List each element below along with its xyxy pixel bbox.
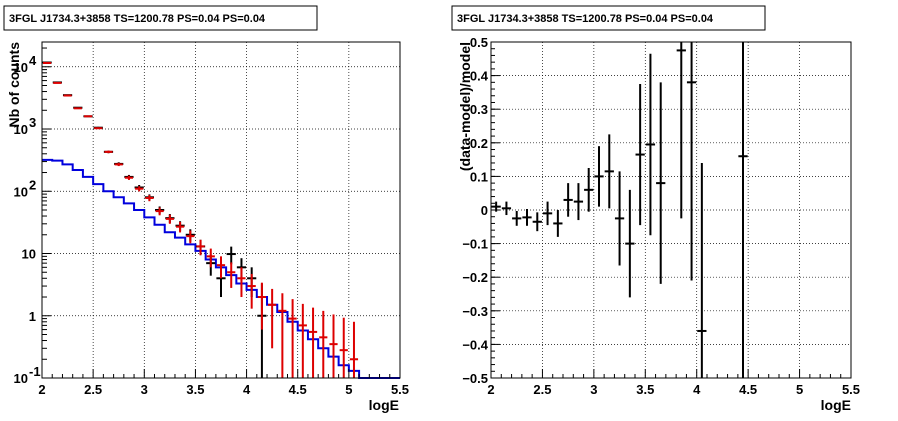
left-title-box	[3, 5, 318, 31]
left-x-tick-label: 3.5	[186, 382, 204, 397]
left-x-tick-label: 5	[345, 382, 352, 397]
right-y-tick-label: 0.2	[470, 136, 488, 151]
residual-panel: 3FGL J1734.3+3858 TS=1200.78 PS=0.04 PS=…	[451, 5, 860, 413]
left-y-tick-exponent: 3	[29, 115, 36, 130]
left-x-tick-label: 2.5	[84, 382, 102, 397]
left-y-tick-label: 10	[22, 247, 36, 262]
right-y-tick-label: −0.3	[462, 304, 488, 319]
right-x-tick-label: 2.5	[533, 382, 551, 397]
left-grid	[42, 42, 400, 378]
left-x-tick-label: 5.5	[391, 382, 409, 397]
counts-panel: 3FGL J1734.3+3858 TS=1200.78 PS=0.04 PS=…	[3, 5, 409, 413]
right-y-tick-label: 0.3	[470, 102, 488, 117]
right-x-tick-label: 4	[693, 382, 701, 397]
right-axis-ticks: 2 2.5 3 3.5 4 4.5 5 5.5 −0.5 −0.4 −0.3 −0.2 −0.1 0 0.1…	[462, 35, 860, 397]
right-y-tick-label: 0.5	[470, 35, 488, 50]
left-chart-title: 3FGL J1734.3+3858 TS=1200.78 PS=0.04 PS=…	[9, 13, 266, 25]
right-x-tick-label: 5.5	[842, 382, 860, 397]
right-y-tick-label: −0.1	[462, 237, 488, 252]
right-x-tick-label: 3.5	[636, 382, 654, 397]
right-x-axis-title: logE	[821, 397, 851, 413]
right-y-tick-label: −0.2	[462, 270, 488, 285]
right-x-tick-label: 4.5	[739, 382, 757, 397]
left-y-tick-exponent: -1	[29, 364, 41, 379]
left-x-tick-label: 4	[243, 382, 251, 397]
left-x-tick-label: 2	[38, 382, 45, 397]
left-x-tick-label: 4.5	[289, 382, 307, 397]
right-x-tick-label: 2	[487, 382, 494, 397]
left-y-tick-exponent: 2	[29, 177, 36, 192]
right-grid	[491, 42, 851, 378]
left-plot-frame	[41, 41, 401, 379]
right-y-tick-label: −0.4	[462, 337, 488, 352]
left-y-tick-label: 10	[14, 60, 28, 75]
left-x-axis-title: logE	[369, 397, 399, 413]
left-y-tick-label: 10	[14, 184, 28, 199]
right-y-tick-label: 0	[481, 203, 488, 218]
right-x-tick-label: 5	[796, 382, 803, 397]
left-y-axis-title: Nb of counts	[6, 42, 22, 128]
right-series	[491, 42, 748, 378]
left-y-tick-label: 10	[14, 122, 28, 137]
left-y-tick-label: 1	[29, 309, 36, 324]
left-x-tick-label: 3	[141, 382, 148, 397]
left-y-tick-exponent: 4	[29, 53, 37, 68]
right-x-tick-label: 3	[590, 382, 597, 397]
left-y-tick-label: 10	[14, 371, 28, 386]
right-y-tick-label: 0.4	[470, 69, 489, 84]
right-title-box	[451, 5, 766, 31]
right-y-axis-title: (data-model)/model	[457, 42, 473, 171]
right-y-tick-label: −0.5	[462, 371, 488, 386]
left-series	[42, 61, 400, 379]
right-y-tick-label: 0.1	[470, 169, 488, 184]
right-chart-title: 3FGL J1734.3+3858 TS=1200.78 PS=0.04 PS=…	[457, 13, 714, 25]
